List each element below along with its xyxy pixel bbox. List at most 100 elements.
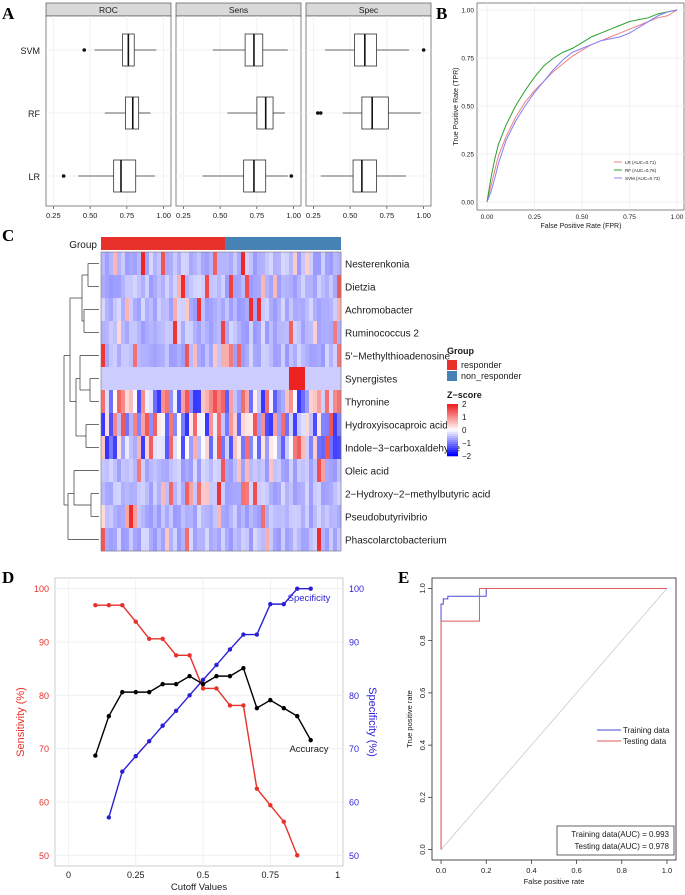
color-scale-step — [447, 434, 458, 437]
heatmap-cell — [113, 298, 118, 322]
series-point — [308, 737, 313, 743]
heatmap-cell — [245, 275, 250, 299]
heatmap-cell — [141, 436, 146, 460]
heatmap-cell — [105, 344, 110, 368]
panel-label-c: C — [2, 226, 14, 245]
heatmap-cell — [101, 505, 106, 529]
heatmap-cell — [125, 321, 130, 345]
series-point — [187, 693, 192, 698]
panel-b-roc-curves: 0.00 0.00 0.25 0.25 0.50 0.50 0.75 0.75 1.00 1.00… — [453, 2, 685, 230]
heatmap-cell — [269, 367, 274, 391]
heatmap-cell — [321, 528, 326, 552]
heatmap-cell — [173, 367, 178, 391]
series-point — [147, 689, 152, 695]
row-label: Ruminococcus 2 — [345, 329, 419, 340]
heatmap-cell — [337, 528, 342, 552]
heatmap-cell — [177, 459, 182, 483]
heatmap-cell — [269, 390, 274, 414]
heatmap-cell — [297, 298, 302, 322]
heatmap-cell — [209, 275, 214, 299]
heatmap-cell — [169, 413, 174, 437]
panel-label-e: E — [398, 568, 409, 587]
heatmap-cell — [113, 436, 118, 460]
heatmap-cell — [317, 275, 322, 299]
heatmap-cell — [321, 298, 326, 322]
heatmap-cell — [177, 505, 182, 529]
heatmap-cell — [121, 528, 126, 552]
heatmap-cell — [205, 436, 210, 460]
heatmap-cell — [133, 298, 138, 322]
heatmap-cell — [185, 459, 190, 483]
heatmap-cell — [285, 252, 290, 276]
series-point — [254, 705, 260, 711]
heatmap-cell — [309, 390, 314, 414]
heatmap-cell — [225, 321, 230, 345]
heatmap-cell — [177, 275, 182, 299]
heatmap-cell — [133, 390, 138, 414]
heatmap-cell — [257, 482, 262, 506]
heatmap-cell — [221, 275, 226, 299]
heatmap-cell — [329, 298, 334, 322]
color-scale-step — [447, 414, 458, 417]
accuracy-label: Accuracy — [289, 744, 328, 755]
auc-testing: Testing data(AUC) = 0.978 — [575, 842, 670, 851]
heatmap-cell — [101, 252, 106, 276]
heatmap-cell — [165, 344, 170, 368]
heatmap-cell — [309, 367, 314, 391]
heatmap-cell — [321, 252, 326, 276]
heatmap-cell — [269, 459, 274, 483]
heatmap-cell — [289, 482, 294, 506]
heatmap-cell — [269, 298, 274, 322]
heatmap-cell — [301, 252, 306, 276]
heatmap-cell — [161, 367, 166, 391]
x-tick-label: 0.25 — [127, 870, 145, 880]
heatmap-cell — [337, 344, 342, 368]
x-tick-label: 0.50 — [213, 211, 228, 220]
heatmap-cell — [209, 321, 214, 345]
heatmap-cell — [221, 390, 226, 414]
heatmap-cell — [185, 252, 190, 276]
series-point — [268, 697, 273, 703]
heatmap-cell — [221, 505, 226, 529]
group-legend-label: responder — [461, 360, 502, 370]
heatmap-cell — [205, 321, 210, 345]
series-point — [214, 673, 219, 679]
color-scale-step — [447, 454, 458, 457]
outlier-point — [318, 111, 323, 115]
heatmap-cell — [301, 505, 306, 529]
heatmap-cell — [185, 482, 190, 506]
heatmap-cell — [253, 367, 258, 391]
panel-label-d: D — [2, 568, 14, 587]
roc-line — [486, 9, 678, 203]
row-label: Indole−3−carboxaldehyde — [345, 444, 461, 455]
heatmap-cell — [281, 367, 286, 391]
heatmap-cell — [113, 252, 118, 276]
heatmap-cell — [233, 390, 238, 414]
heatmap-cell — [113, 367, 118, 391]
heatmap-cell — [329, 436, 334, 460]
heatmap-cell — [213, 321, 218, 345]
heatmap-cell — [273, 344, 278, 368]
x-tick-label: 0.25 — [528, 214, 541, 221]
heatmap-cell — [153, 505, 158, 529]
panel-label-a: A — [2, 4, 15, 23]
y-tick-label: 0.00 — [461, 200, 474, 207]
heatmap-cell — [117, 505, 122, 529]
heatmap-cell — [289, 367, 294, 391]
heatmap-cell — [241, 344, 246, 368]
heatmap-cell — [109, 321, 114, 345]
group-legend-key — [447, 360, 457, 370]
heatmap-cell — [193, 390, 198, 414]
heatmap-cell — [229, 275, 234, 299]
heatmap-cell — [137, 505, 142, 529]
heatmap-cell — [113, 482, 118, 506]
heatmap-cell — [121, 505, 126, 529]
heatmap-cell — [125, 413, 130, 437]
group-legend-title: Group — [447, 346, 474, 356]
heatmap-cell — [281, 344, 286, 368]
heatmap-cell — [245, 252, 250, 276]
heatmap-cell — [209, 528, 214, 552]
heatmap-cell — [289, 344, 294, 368]
series-point — [227, 703, 233, 708]
heatmap-cell — [181, 321, 186, 345]
